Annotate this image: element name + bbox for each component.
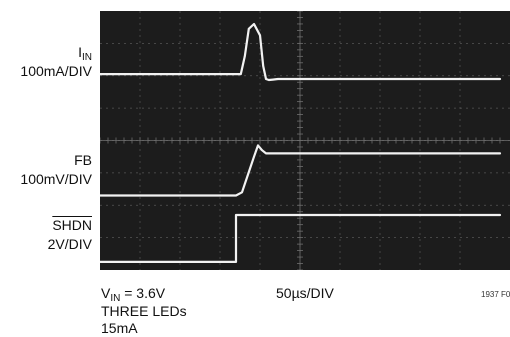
led-current: 15mA — [101, 320, 138, 336]
oscilloscope-screen — [100, 11, 510, 270]
channel-label-iin: IIN — [0, 44, 92, 63]
trace-fb — [100, 144, 502, 197]
conditions-vin: VIN = 3.6V — [101, 285, 166, 304]
led-count: THREE LEDs — [101, 303, 187, 319]
scope-plot — [100, 11, 510, 270]
vin-value: = 3.6V — [120, 285, 166, 301]
figure-code: 1937 F0 — [481, 290, 510, 299]
conditions-leds: THREE LEDs — [101, 303, 187, 320]
trace-i — [100, 22, 502, 82]
timebase-label: 50µs/DIV — [276, 285, 334, 302]
channel-subscript: IN — [82, 52, 92, 63]
vin-prefix: V — [101, 285, 111, 301]
channel-name: FB — [74, 152, 92, 168]
trace-shdn — [100, 213, 502, 263]
channel-scale-shdn: 2V/DIV — [0, 236, 92, 253]
channel-scale: 2V/DIV — [47, 236, 92, 252]
channel-label-shdn: SHDN — [0, 217, 92, 234]
channel-scale-fb: 100mV/DIV — [0, 171, 92, 188]
channel-name: SHDN — [52, 217, 92, 233]
channel-name: I — [78, 44, 82, 60]
channel-scale: 100mV/DIV — [20, 171, 92, 187]
timebase: 50µs/DIV — [276, 285, 334, 301]
channel-scale: 100mA/DIV — [20, 63, 92, 79]
vin-subscript: IN — [110, 293, 121, 304]
channel-scale-iin: 100mA/DIV — [0, 63, 92, 80]
conditions-current: 15mA — [101, 320, 138, 337]
channel-label-fb: FB — [0, 152, 92, 169]
